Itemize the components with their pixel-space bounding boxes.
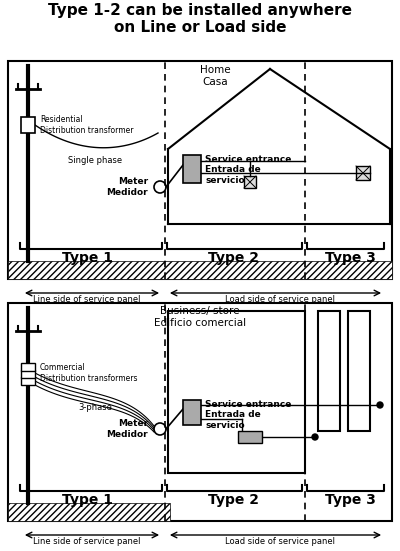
Text: Business/ store
Edificio comercial: Business/ store Edificio comercial bbox=[154, 306, 246, 328]
Bar bbox=[21, 363, 35, 371]
Bar bbox=[183, 155, 201, 183]
Bar bbox=[356, 166, 370, 180]
Text: Commercial
Distribution transformers: Commercial Distribution transformers bbox=[40, 363, 138, 383]
Text: Type 1-2 can be installed anywhere
on Line or Load side: Type 1-2 can be installed anywhere on Li… bbox=[48, 3, 352, 35]
Text: Service entrance
Entrada de
servicio: Service entrance Entrada de servicio bbox=[205, 155, 291, 185]
Bar bbox=[8, 303, 392, 521]
Text: 3-phase: 3-phase bbox=[78, 403, 112, 412]
Bar bbox=[348, 311, 370, 431]
Text: Meter
Medidor: Meter Medidor bbox=[106, 177, 148, 197]
Text: Meter
Medidor: Meter Medidor bbox=[106, 419, 148, 439]
Circle shape bbox=[312, 434, 318, 440]
Bar bbox=[318, 311, 340, 431]
Bar bbox=[21, 377, 35, 385]
Bar bbox=[168, 311, 305, 473]
Text: Home
Casa: Home Casa bbox=[200, 65, 230, 87]
Text: Line side of service panel: Line side of service panel bbox=[33, 295, 141, 304]
Bar bbox=[8, 503, 170, 521]
Text: Service entrance
Entrada de
servicio: Service entrance Entrada de servicio bbox=[205, 400, 291, 430]
Bar bbox=[21, 370, 35, 378]
Bar bbox=[8, 261, 392, 279]
Text: Type 2: Type 2 bbox=[208, 251, 258, 265]
Text: Load side of service panel: Load side of service panel bbox=[225, 537, 335, 546]
Text: Line side of service panel: Line side of service panel bbox=[33, 537, 141, 546]
Text: Type 3: Type 3 bbox=[324, 251, 376, 265]
Bar bbox=[21, 117, 35, 133]
Circle shape bbox=[377, 402, 383, 408]
Text: Type 1: Type 1 bbox=[62, 493, 112, 507]
Bar bbox=[8, 61, 392, 279]
Bar bbox=[244, 176, 256, 188]
Text: Load side of service panel: Load side of service panel bbox=[225, 295, 335, 304]
Bar bbox=[183, 400, 201, 425]
Text: Residential
Distribution transformer: Residential Distribution transformer bbox=[40, 115, 134, 134]
Text: Type 3: Type 3 bbox=[324, 493, 376, 507]
Text: Type 2: Type 2 bbox=[208, 493, 258, 507]
Text: Single phase: Single phase bbox=[68, 156, 122, 165]
Text: Type 1: Type 1 bbox=[62, 251, 112, 265]
Bar bbox=[238, 431, 262, 443]
